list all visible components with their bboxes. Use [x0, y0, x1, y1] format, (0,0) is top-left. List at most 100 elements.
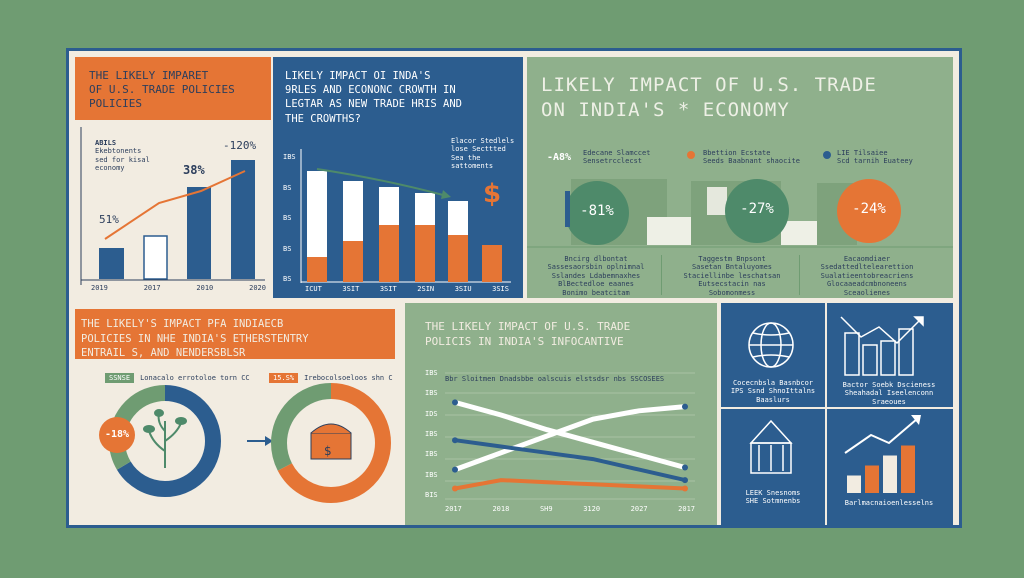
panel-1-legend: ABILS Ekebtonents sed for kisal economy [95, 139, 150, 173]
tag-badge: SSNSE [105, 373, 135, 383]
desc-line: Edecane Slamccet [583, 149, 651, 157]
title-line: 9RLES AND ECONONC CROWTH IN [285, 84, 456, 97]
panel-entrails: THE LIKELY'S IMPACT PFA INDIAECB POLICIE… [69, 303, 401, 525]
caption-line: Sraeoues [872, 397, 906, 406]
tag-text: Lonacalo errotoloe torn CC [140, 373, 250, 382]
note-line: Eacaomdiaer [843, 255, 891, 263]
year-label: 2017 [678, 505, 695, 513]
series-line [453, 438, 687, 483]
year-label: ICUT [305, 285, 322, 293]
year-label: 2018 [492, 505, 510, 513]
year-label: 3120 [583, 505, 601, 513]
grid-divider-h [721, 407, 953, 409]
series-point [452, 437, 458, 444]
caption-line: Barlmacnaioenlesselns [844, 499, 934, 507]
year-label: 3SIT [342, 285, 360, 293]
series-line [452, 399, 688, 470]
year-label: 2027 [630, 505, 648, 513]
series-point [682, 464, 688, 471]
panel-4-title-band [75, 309, 395, 359]
note-line: lose Secttted [451, 145, 506, 154]
series-point [682, 485, 688, 492]
panel-infocantive-chart: THE LIKELY IMPACT OF U.S. TRADE POLICIS … [405, 303, 717, 525]
pct-label-51: 51% [99, 213, 119, 226]
bar-top [415, 193, 435, 225]
stat-2-marker [687, 151, 695, 159]
title-line: LIKELY IMPACT OI INDA'S [285, 70, 431, 82]
panel-1-title-bar [75, 57, 271, 120]
caption-line: IPS Ssnd ShnoIttalns [730, 387, 816, 396]
circle-label-1: -81% [580, 203, 614, 219]
series-point [452, 485, 458, 492]
note-line: Sslandes Ldabemnaxhes [551, 271, 641, 280]
bar-top [379, 187, 399, 225]
panel-3-title: LIKELY IMPACT OF U.S. TRADE ON INDIA'S *… [541, 73, 877, 122]
panel-4-graphics: $ [99, 383, 391, 503]
year-label: 3SIT [379, 285, 397, 293]
stat-3-marker [823, 151, 831, 159]
year-label: 2020 [249, 284, 266, 292]
note-column-1: Bncirg dlbontat Sassesaorsbin oplnimnal … [541, 255, 651, 297]
tag-badge: 15.S% [269, 373, 299, 383]
title-line: LEGTAR AS NEW TRADE HRIS AND [285, 98, 463, 111]
tick-label: IBS [425, 450, 438, 459]
tick-label: BS [283, 244, 292, 253]
bar-bottom [307, 257, 327, 282]
building-block [647, 217, 695, 245]
x-axis-labels: 2019 2017 2010 2020 [91, 284, 266, 292]
caption-globe: Cocecnbsla Basnbcor IPS Ssnd ShnoIttalns… [727, 379, 819, 404]
note-line: Eutsecstacin nas [698, 280, 766, 289]
growth-bar [847, 475, 861, 493]
desc-line: Scd tarnih Euateey [837, 157, 913, 166]
caption-skyline: Bactor Soebk Dscieness Sheahadal Iseelen… [833, 381, 945, 406]
donut-segment [271, 383, 391, 503]
svg-text:$: $ [324, 444, 332, 458]
tick-label: BS [283, 214, 292, 222]
caption-line: Bactor Soebk Dscieness [842, 381, 936, 389]
desc-line: LIE Tilsaiee [837, 149, 888, 157]
series-point [682, 403, 688, 410]
note-column-2: Taggestm Bnpsont Sasetan Bntaluyomes Sta… [677, 255, 787, 297]
bar-bottom [415, 225, 435, 282]
circle-label-2: -27% [740, 201, 774, 217]
title-line: THE LIKELY IMPARET [89, 69, 209, 82]
arrow-head [441, 190, 451, 199]
y-axis-labels: IBS BS BS BS BS [283, 153, 296, 283]
title-line: THE LIKELY IMPACT OF U.S. TRADE [425, 320, 631, 333]
plant-icon [143, 409, 187, 468]
treasure-chest-icon: $ [310, 423, 352, 460]
skyline-growth-icon [840, 316, 924, 376]
panel-6-icons [748, 316, 924, 493]
year-label: 2019 [91, 284, 108, 292]
note-line: Bonimo beatcitam [562, 288, 630, 297]
caption-line: Sheahadal Iseelenconn [844, 389, 934, 398]
panel-2-chart [300, 149, 511, 283]
infographic-frame: THE LIKELY IMPARET OF U.S. TRADE POLICIE… [66, 48, 962, 528]
note-line: Glocaaeadcmbnoneens [826, 280, 908, 289]
bar [187, 187, 211, 279]
series-point [452, 399, 458, 406]
series-point [452, 466, 458, 473]
bar-bottom [448, 235, 468, 282]
bar [231, 160, 255, 279]
title-line: ENTRAIL S, AND NENDERSBLSR [81, 347, 246, 360]
series-line [453, 478, 687, 491]
panel-2-note: Elacor Stedlels lose Secttted Sea the sa… [451, 137, 523, 171]
stat-circle [565, 181, 629, 245]
circle-label-3: -24% [852, 201, 886, 217]
desc-line: Sensetrcclecst [583, 157, 643, 166]
globe-icon [748, 322, 794, 368]
tag-row-2: 15.S% Irebocolsoeloos shn C [269, 373, 393, 383]
year-label: 2017 [445, 505, 462, 513]
title-line: POLICIES [89, 96, 142, 110]
panel-5-title: THE LIKELY IMPACT OF U.S. TRADE POLICIS … [425, 319, 630, 350]
tag-text: Irebocolsoeloos shn C [304, 373, 393, 382]
pct-label-20: -120% [223, 139, 257, 152]
accent-bar [565, 191, 570, 227]
title-line: ON INDIA'S * ECONOMY [541, 98, 790, 121]
tick-label: IBS [283, 153, 296, 161]
y-axis-labels: IBS IBS IDS IBS IBS IBS BIS [425, 369, 438, 499]
year-label: 2SIN [417, 285, 435, 293]
legend-line: ABILS [95, 139, 117, 147]
note-line: BlBectedloe eaanes [558, 280, 634, 289]
